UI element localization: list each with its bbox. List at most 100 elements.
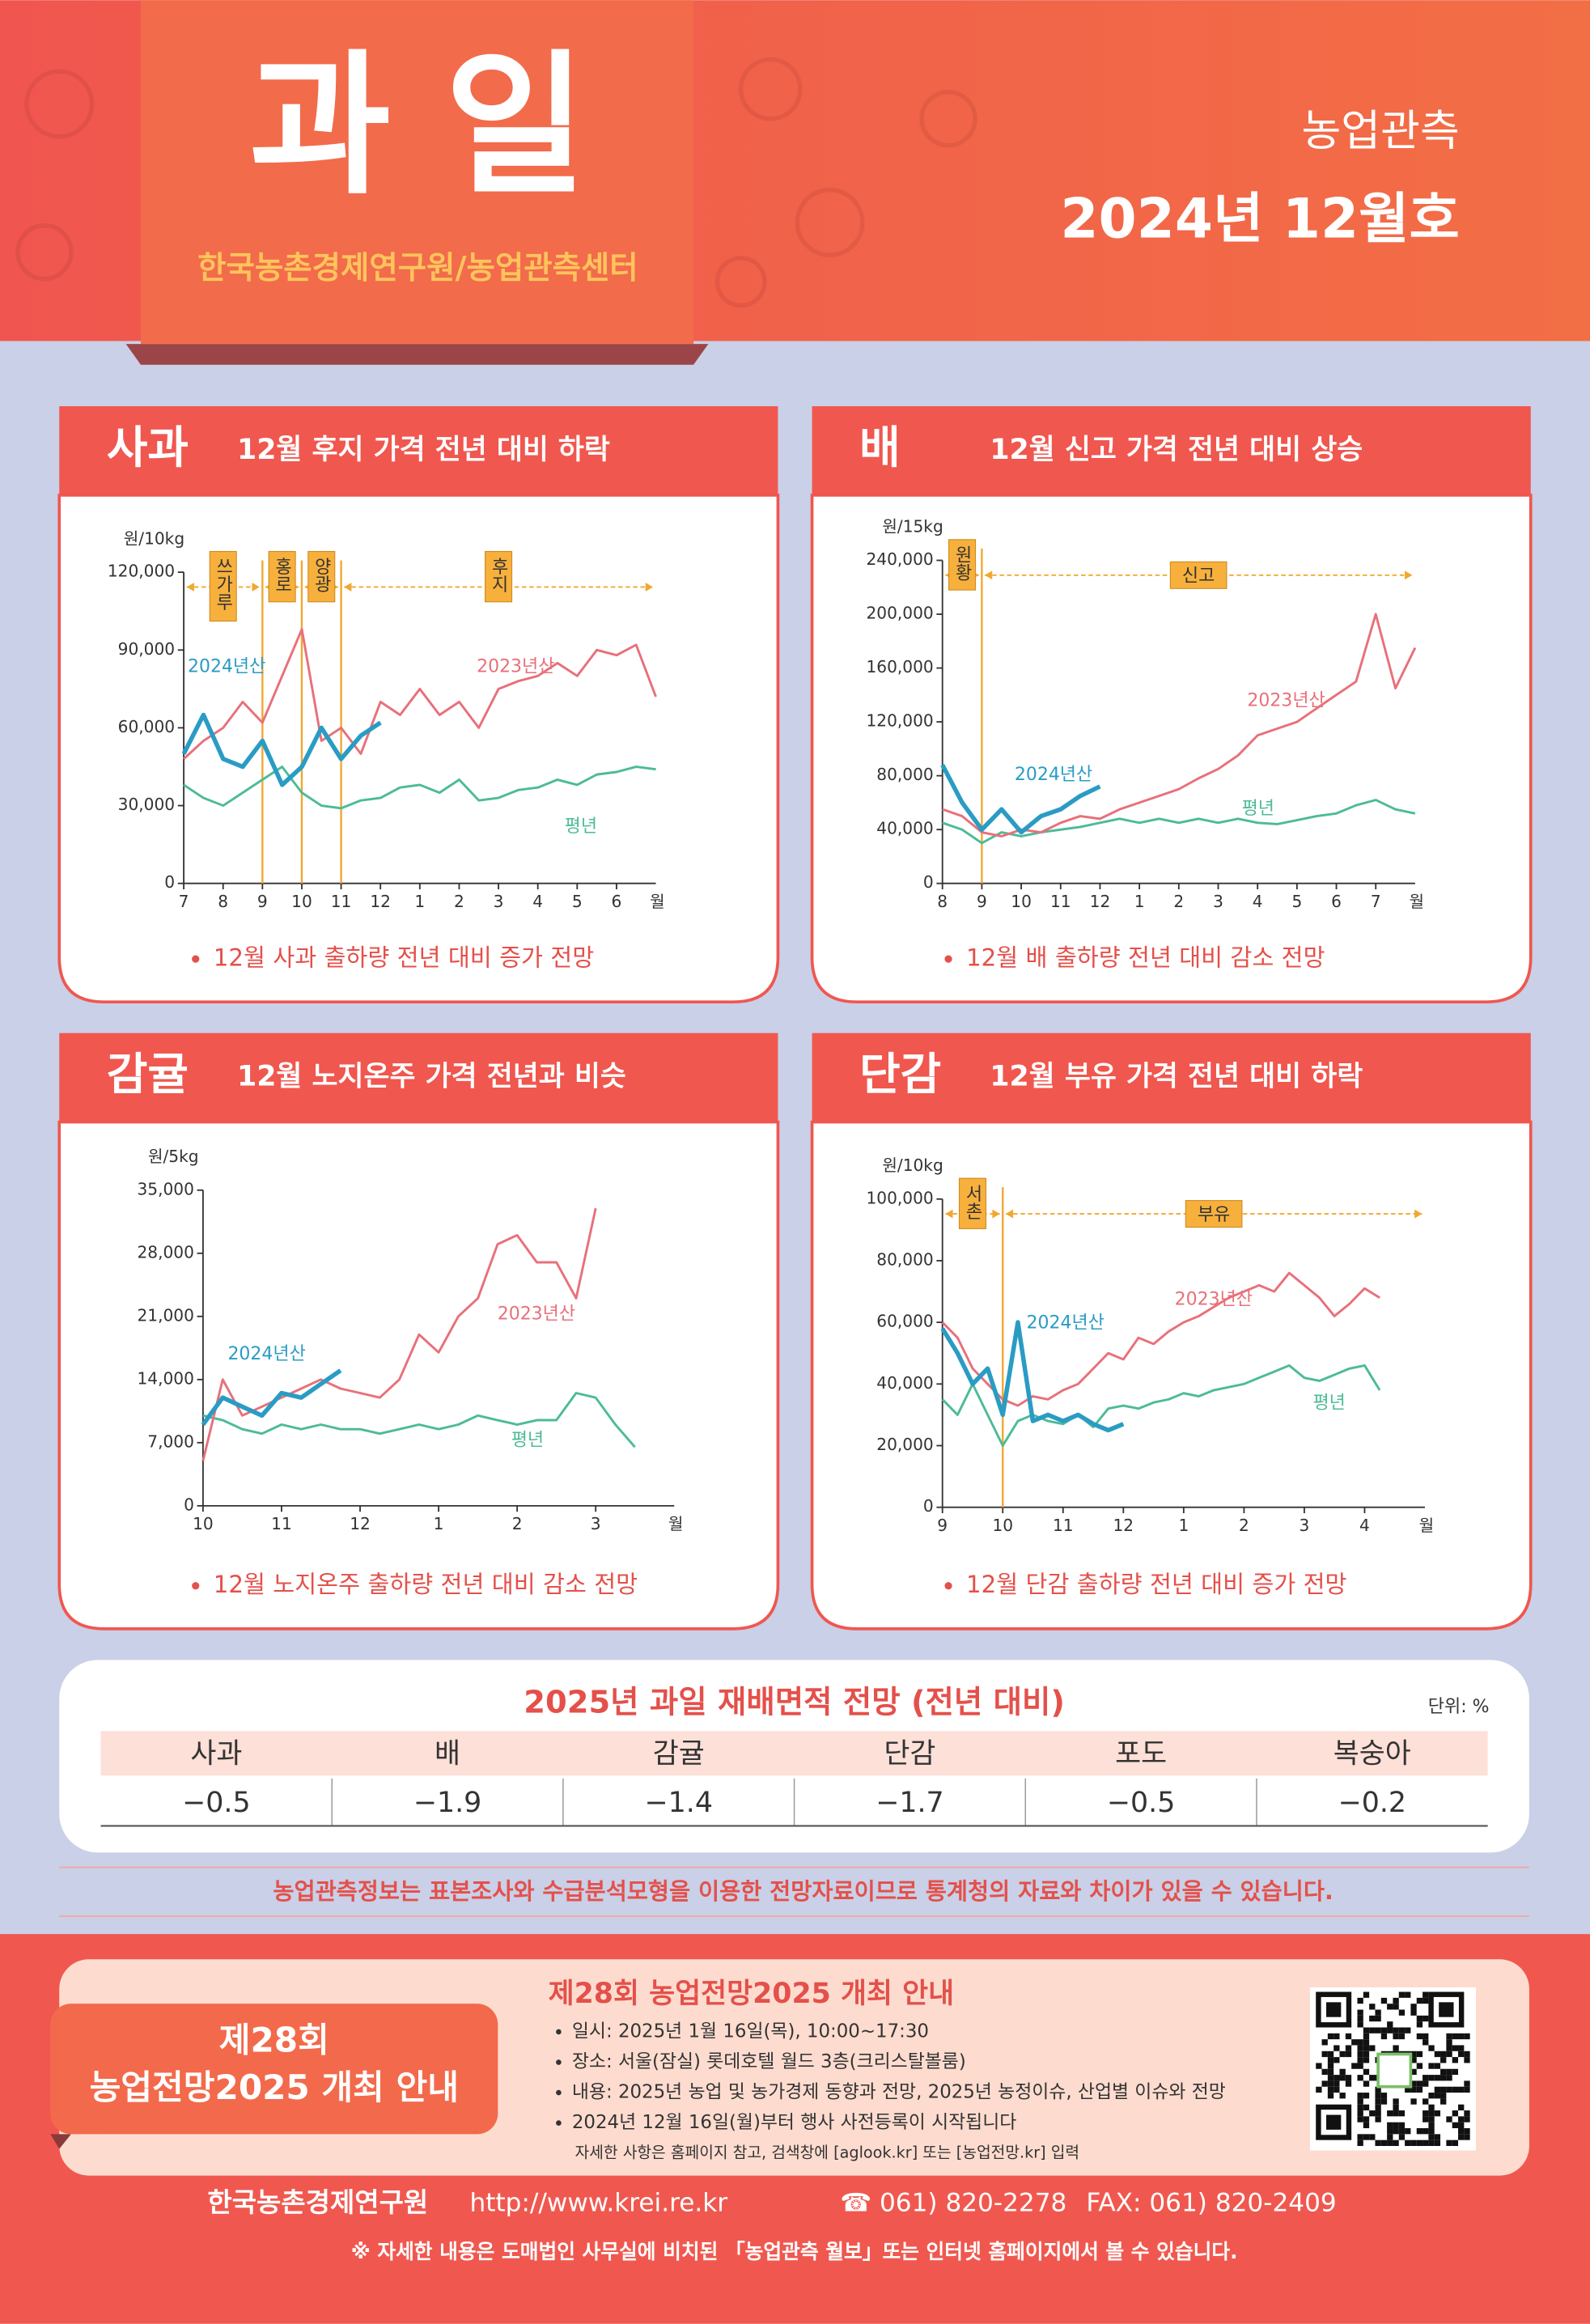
table-value: −1.9 (413, 1787, 481, 1819)
series-label: 2023년산 (477, 656, 554, 676)
x-tick-label: 5 (572, 892, 583, 911)
event-bullet (556, 2029, 562, 2035)
qr-module (1464, 2134, 1470, 2140)
qr-module (1440, 2057, 1447, 2063)
event-item: 일시: 2025년 1월 16일(목), 10:00~17:30 (572, 2021, 929, 2042)
qr-module (1380, 2027, 1388, 2034)
qr-module (1393, 2140, 1399, 2146)
qr-module (1440, 2075, 1447, 2081)
panel-subtitle: 12월 부유 가격 전년 대비 하락 (990, 1061, 1363, 1093)
qr-module (1333, 2045, 1340, 2051)
panel-body (57, 1120, 780, 1631)
qr-logo (1376, 2052, 1413, 2089)
footer-phone: ☎ 061) 820-2278 (840, 2188, 1066, 2217)
x-tick-label: 2 (512, 1514, 523, 1533)
y-tick-label: 30,000 (118, 795, 175, 814)
event-item: 장소: 서울(잠실) 롯데호텔 월드 3층(크리스탈볼룸) (572, 2051, 966, 2072)
qr-module (1464, 2080, 1470, 2087)
y-tick-label: 80,000 (876, 1249, 933, 1269)
table-value: −0.5 (1107, 1787, 1175, 1819)
y-axis-label: 원/5kg (148, 1147, 199, 1166)
qr-module (1357, 1997, 1363, 2004)
table-value: −0.2 (1338, 1787, 1406, 1819)
qr-module (1369, 2015, 1376, 2022)
x-tick-label: 10 (1011, 892, 1032, 911)
x-axis-unit: 월 (650, 892, 665, 911)
qr-module (1458, 2116, 1465, 2123)
header-title: 과 일 (249, 36, 587, 215)
series-label: 2023년산 (498, 1304, 575, 1325)
x-tick-label: 1 (1134, 892, 1145, 911)
qr-module (1393, 1997, 1399, 2004)
qr-module (1357, 2057, 1363, 2063)
table-header: 복숭아 (1333, 1738, 1411, 1771)
qr-module (1393, 2045, 1399, 2051)
qr-module (1434, 2075, 1441, 2081)
x-tick-label: 8 (218, 892, 228, 911)
x-tick-label: 11 (331, 892, 352, 911)
series-line (202, 1392, 636, 1448)
title-box (140, 0, 694, 345)
qr-module (1321, 2039, 1328, 2046)
y-axis-label: 원/15kg (882, 517, 943, 536)
qr-module (1327, 2063, 1334, 2069)
event-item: 내용: 2025년 농업 및 농가경제 동향과 전망, 2025년 농정이슈, … (572, 2082, 1226, 2103)
series-label: 2024년산 (227, 1344, 305, 1364)
qr-module (1363, 1991, 1370, 1998)
panel-note: 12월 노지온주 출하량 전년 대비 감소 전망 (214, 1571, 638, 1598)
period-box (958, 1177, 987, 1229)
x-tick-label: 12 (370, 892, 391, 911)
y-tick-label: 0 (923, 1496, 934, 1516)
table-value: −0.5 (182, 1787, 250, 1819)
period-box (268, 550, 296, 603)
x-tick-label: 4 (532, 892, 543, 911)
qr-module (1398, 2027, 1406, 2034)
qr-module (1416, 2128, 1423, 2135)
qr-module (1387, 2027, 1393, 2034)
qr-module (1357, 2093, 1363, 2099)
header-decoration (15, 57, 977, 308)
qr-finder (1439, 2002, 1454, 2017)
qr-module (1375, 2015, 1381, 2022)
qr-module (1410, 2004, 1417, 2010)
x-tick-label: 1 (414, 892, 425, 911)
qr-module (1393, 2004, 1399, 2010)
qr-module (1452, 2140, 1459, 2146)
qr-module (1387, 2004, 1393, 2010)
qr-module (1458, 2104, 1465, 2111)
x-axis-unit: 월 (668, 1514, 684, 1533)
qr-module (1339, 2075, 1346, 2081)
table-header: 포도 (1115, 1738, 1167, 1771)
qr-module (1398, 2033, 1406, 2040)
series-label: 평년 (511, 1430, 544, 1450)
qr-module (1363, 2068, 1370, 2076)
x-tick-label: 1 (434, 1514, 444, 1533)
qr-module (1327, 2093, 1334, 2099)
panel-note: 12월 사과 출하량 전년 대비 증가 전망 (214, 944, 595, 972)
x-tick-label: 12 (1090, 892, 1111, 911)
qr-module (1423, 2098, 1429, 2105)
series-name: 농업관측 (1301, 106, 1459, 156)
y-tick-label: 90,000 (118, 639, 175, 659)
period-box (307, 550, 336, 603)
qr-module (1434, 2134, 1441, 2140)
qr-module (1316, 2086, 1322, 2093)
qr-module (1363, 2050, 1370, 2058)
qr-module (1446, 2045, 1452, 2051)
x-tick-label: 3 (1300, 1516, 1310, 1535)
qr-module (1458, 2122, 1465, 2129)
qr-module (1416, 2033, 1423, 2040)
y-tick-label: 80,000 (876, 765, 933, 784)
x-tick-label: 9 (937, 1516, 948, 1535)
qr-module (1375, 2098, 1381, 2105)
qr-module (1464, 2110, 1470, 2117)
y-tick-label: 0 (184, 1495, 194, 1514)
qr-module (1387, 2128, 1393, 2135)
qr-module (1357, 2116, 1363, 2123)
qr-module (1393, 2098, 1399, 2105)
series-line (940, 1320, 1125, 1433)
badge-text: 농업전망2025 개최 안내 (90, 2067, 459, 2107)
qr-module (1345, 2033, 1352, 2040)
qr-module (1369, 2134, 1376, 2140)
